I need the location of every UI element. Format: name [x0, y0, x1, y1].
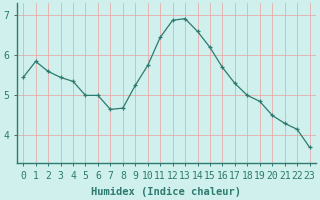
X-axis label: Humidex (Indice chaleur): Humidex (Indice chaleur) — [92, 186, 241, 197]
